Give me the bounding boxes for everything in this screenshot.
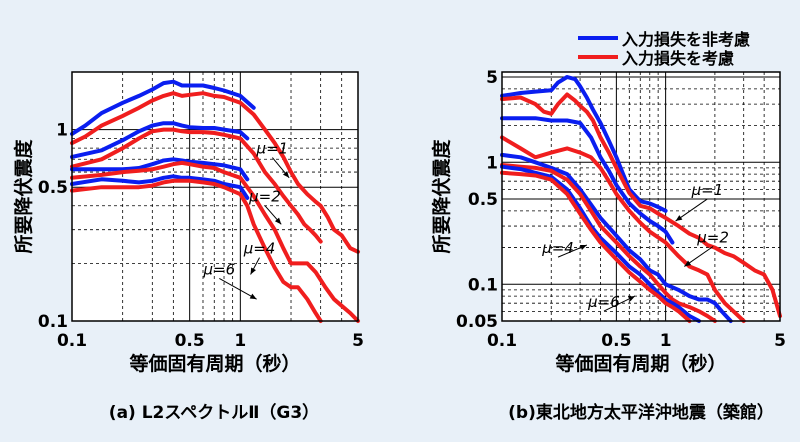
x-axis-title: 等価固有周期（秒） — [128, 352, 300, 375]
series-line-mu1-red — [70, 91, 360, 254]
x-tick-label: 0.5 — [601, 331, 631, 351]
annotation-arrow — [675, 198, 708, 222]
series-line-mu4-red — [70, 160, 360, 323]
x-tick-label: 0.1 — [487, 331, 517, 351]
annotation-arrow — [219, 278, 257, 300]
annotation-arrowhead — [684, 260, 692, 267]
annotation-arrowhead — [250, 267, 256, 275]
plot-frame — [71, 71, 359, 322]
x-tick-label: 5 — [352, 331, 364, 351]
series-line-mu2-red — [500, 135, 746, 323]
y-axis-title: 所要降伏震度 — [12, 139, 35, 254]
annotation-label: μ=1 — [256, 140, 289, 158]
x-axis-title: 等価固有周期（秒） — [554, 352, 726, 375]
annotation-arrowhead — [274, 217, 282, 225]
y-axis-title: 所要降伏震度 — [430, 139, 453, 254]
series-line-mu1-blue — [70, 79, 256, 136]
chart-panel-b: 0.1 0.5 1 50.050.10.515μ=1μ=2μ=4μ=6等価固有周期（秒… — [430, 68, 786, 423]
annotation-label: μ=2 — [696, 229, 729, 247]
y-tick-label: 0.1 — [38, 312, 68, 332]
annotation-arrowhead — [282, 171, 290, 178]
series-line-mu2-blue — [70, 121, 250, 159]
y-tick-label: 0.5 — [468, 190, 498, 210]
series-line-mu2-blue — [500, 116, 675, 245]
series-line-mu6-blue — [70, 174, 250, 200]
plot-area — [72, 72, 358, 321]
annotation-label: μ=1 — [691, 181, 724, 199]
x-tick-label: 1 — [234, 331, 246, 351]
series-line-mu6-red — [500, 170, 692, 323]
legend-label: 入力損失を非考慮 — [622, 30, 750, 49]
y-tick-label: 1 — [56, 121, 68, 141]
annotation-arrowhead — [579, 244, 587, 250]
y-tick-label: 0.5 — [38, 178, 68, 198]
y-tick-label: 5 — [486, 68, 498, 88]
legend: 入力損失を非考慮 入力損失を考慮 — [578, 30, 750, 68]
series-line-mu4-red — [500, 163, 717, 323]
series-line-mu4-blue — [70, 157, 250, 182]
annotation-label: μ=4 — [541, 239, 574, 257]
annotation-arrowhead — [628, 296, 636, 302]
chart-panel-a: 0.1 0.5 1 5 0.1 0.5 1 μ=1 μ=2 μ=4 μ=6 等価固有周期（秒） 所要降伏… — [12, 71, 364, 423]
y-tick-label: 0.1 — [468, 275, 498, 295]
x-tick-label: 0.5 — [175, 331, 205, 351]
annotation-arrowhead — [675, 215, 683, 222]
annotation-label: μ=2 — [248, 188, 281, 206]
series-line-mu4-blue — [500, 152, 733, 323]
annotation-label: μ=6 — [587, 293, 620, 311]
y-tick-label: 0.05 — [456, 312, 498, 332]
series-line-mu1-red — [500, 92, 782, 318]
series-line-mu6-blue — [500, 164, 701, 323]
annotation-arrowhead — [249, 293, 257, 300]
x-tick-label: 0.1 — [57, 331, 87, 351]
series-line-mu2-red — [70, 127, 323, 244]
annotation-label: μ=4 — [243, 240, 276, 258]
annotation-label: μ=6 — [202, 260, 235, 278]
series-line-mu6-red — [70, 178, 323, 323]
plot-frame — [501, 71, 781, 322]
legend-label: 入力損失を考慮 — [622, 49, 734, 68]
series-line-mu1-blue — [500, 75, 668, 213]
chart-title: (a) L2スペクトルⅡ（G3） — [109, 402, 319, 423]
chart-title: (b)東北地方太平洋沖地震（築館） — [508, 402, 774, 423]
x-tick-label: 5 — [774, 331, 786, 351]
x-tick-label: 1 — [660, 331, 672, 351]
y-tick-label: 1 — [486, 153, 498, 173]
